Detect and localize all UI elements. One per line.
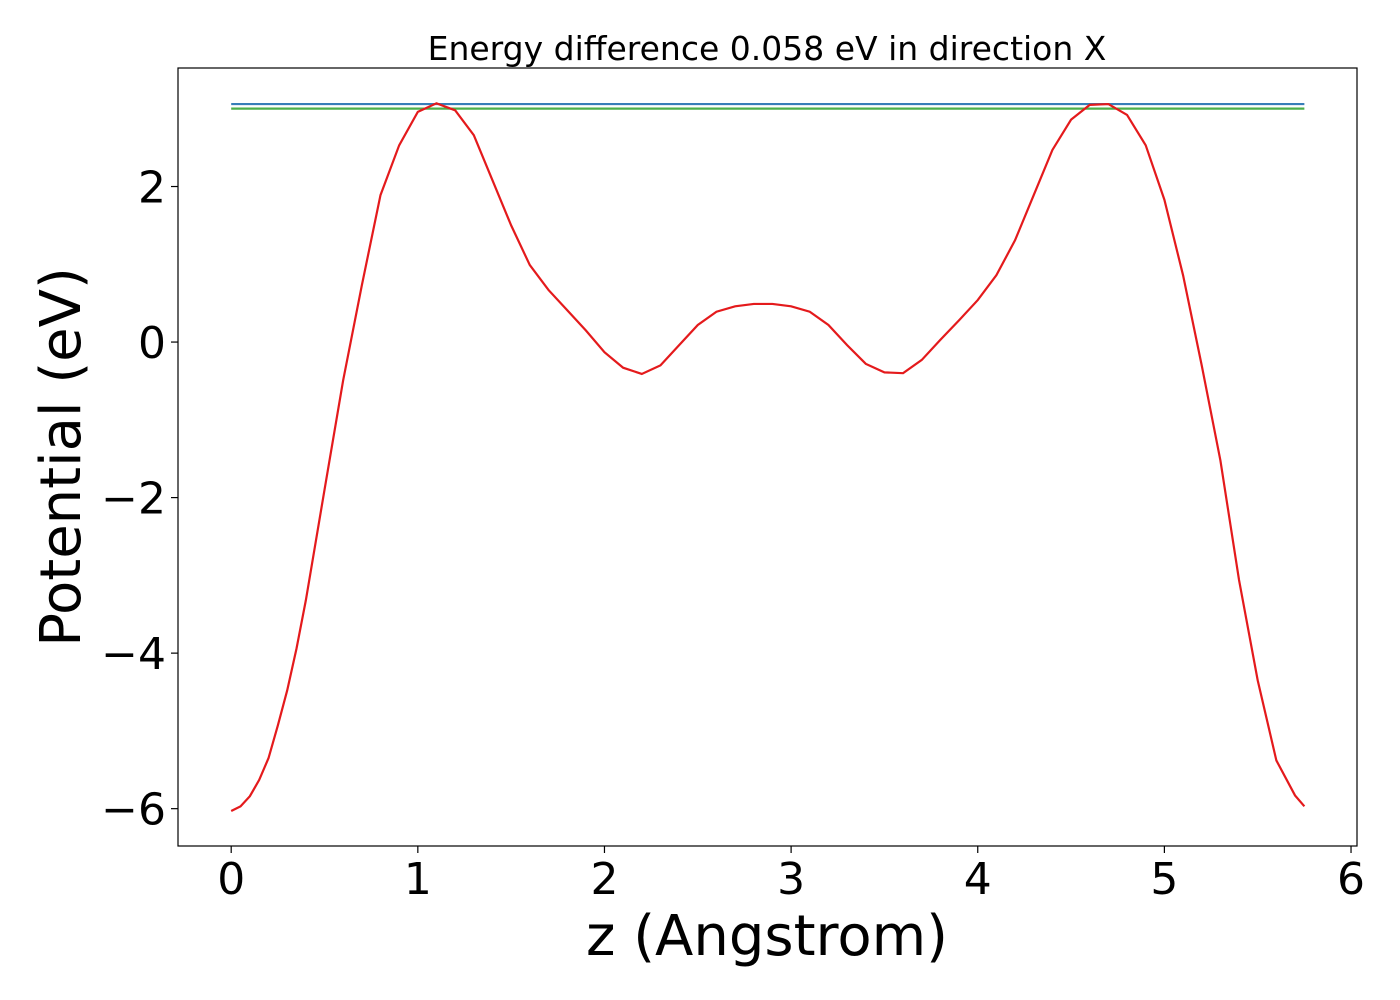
x-tick-label: 6 — [1337, 854, 1365, 905]
y-tick-label: −2 — [101, 474, 166, 525]
x-tick-label: 3 — [777, 854, 805, 905]
y-tick-label: 0 — [138, 318, 166, 369]
chart-title: Energy difference 0.058 eV in direction … — [428, 29, 1107, 68]
y-tick-label: 2 — [138, 163, 166, 214]
x-tick-label: 1 — [404, 854, 432, 905]
x-axis-label: z (Angstrom) — [586, 904, 948, 969]
y-tick-label: −4 — [101, 629, 166, 680]
x-tick-label: 5 — [1150, 854, 1178, 905]
data-line — [230, 102, 1306, 812]
y-axis-label: Potential (eV) — [29, 267, 94, 647]
x-tick-label: 4 — [964, 854, 992, 905]
x-tick-label: 2 — [590, 854, 618, 905]
plot-frame — [177, 67, 1358, 847]
x-tick-label: 0 — [217, 854, 245, 905]
y-tick-label: −6 — [101, 785, 166, 836]
